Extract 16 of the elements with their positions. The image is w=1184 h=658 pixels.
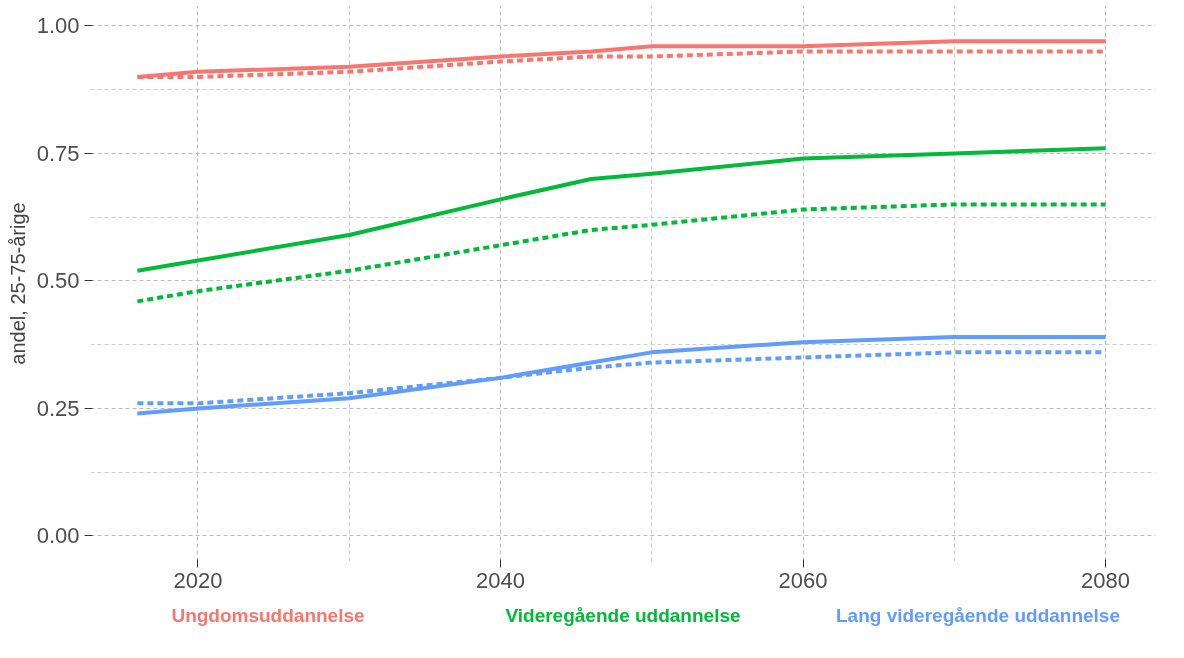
x-tick-label: 2080 <box>1081 567 1131 593</box>
x-tick-label: 2040 <box>475 567 525 593</box>
text: Videregående uddannelse <box>505 605 741 626</box>
line-series <box>135 146 1108 273</box>
y-tick-label: 0.75 <box>36 140 80 166</box>
y-tick-label: 0.00 <box>36 523 80 549</box>
y-tick-label: 0.25 <box>36 395 80 421</box>
y-tick-label: 0.50 <box>36 268 80 294</box>
x-tick-label: 2060 <box>778 567 828 593</box>
text: Lang videregående uddannelse <box>835 605 1121 626</box>
x-tick-label: 2020 <box>173 567 223 593</box>
y-tick-label: 1.00 <box>36 13 80 39</box>
y-axis-title: andel, 25-75-årige <box>6 202 29 365</box>
text: Ungdomsuddannelse <box>171 605 365 626</box>
line-series <box>135 335 1108 416</box>
line-series <box>135 202 1108 304</box>
